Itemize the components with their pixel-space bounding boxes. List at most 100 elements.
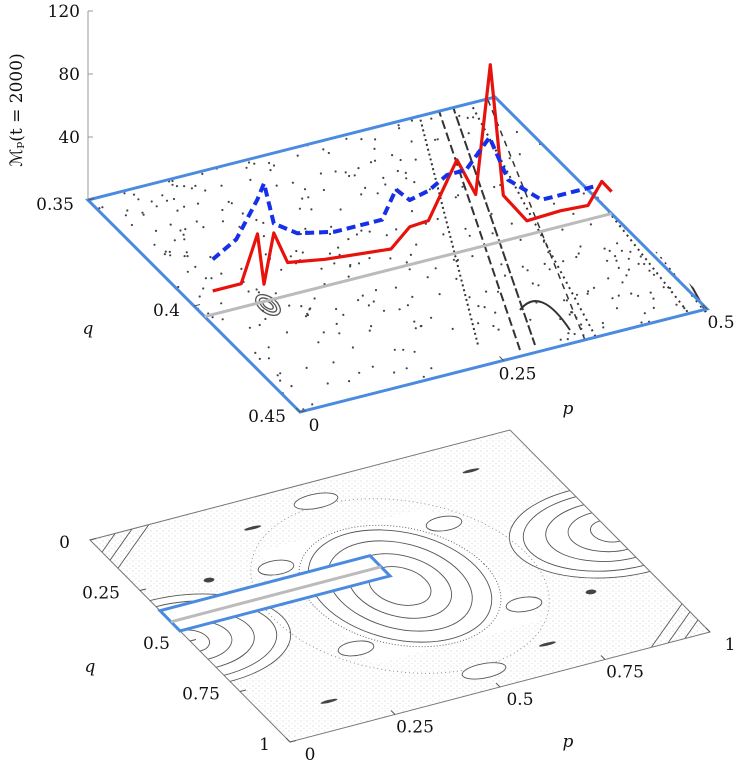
section-point <box>328 252 332 255</box>
section-point <box>410 119 413 122</box>
section-point <box>351 346 354 349</box>
section-point <box>683 307 686 310</box>
section-point <box>592 286 596 289</box>
section-point <box>458 114 461 117</box>
section-point <box>150 200 153 203</box>
section-point <box>413 350 416 353</box>
section-point <box>452 258 455 261</box>
section-point <box>204 277 207 280</box>
section-point <box>230 202 233 205</box>
section-point <box>434 267 437 270</box>
y-tick <box>189 639 197 642</box>
section-point <box>220 302 223 305</box>
y-tick-label: 0.4 <box>153 301 180 321</box>
section-point <box>272 164 276 167</box>
section-point <box>515 130 519 134</box>
section-point <box>364 186 367 189</box>
plane-outline <box>85 95 710 414</box>
section-point <box>348 174 351 178</box>
section-point <box>426 276 429 279</box>
section-point <box>519 238 522 241</box>
section-point <box>389 257 392 260</box>
section-point <box>548 268 551 271</box>
section-point <box>442 233 445 236</box>
section-point <box>186 270 189 273</box>
section-point <box>485 290 488 293</box>
x-tick-label: 0 <box>309 416 320 436</box>
section-point <box>337 246 340 249</box>
section-point <box>404 171 407 174</box>
section-point <box>376 192 379 195</box>
section-point <box>414 158 417 161</box>
section-point <box>319 172 322 175</box>
section-point <box>422 375 425 378</box>
z-tick-label: 40 <box>58 128 80 148</box>
section-point <box>173 239 176 242</box>
section-point <box>410 210 414 213</box>
section-point <box>572 212 575 215</box>
section-point <box>472 116 475 119</box>
x-tick-label: 0.75 <box>606 663 644 683</box>
section-point <box>648 269 651 272</box>
section-point <box>182 233 185 236</box>
section-point <box>247 290 250 293</box>
section-point <box>288 304 291 307</box>
section-point <box>643 262 646 266</box>
section-point <box>311 403 314 406</box>
section-point <box>153 243 156 246</box>
section-point <box>615 307 619 310</box>
section-point <box>552 202 556 205</box>
section-point <box>330 225 333 228</box>
section-point <box>183 255 186 258</box>
section-point <box>398 308 401 311</box>
section-point <box>368 230 371 233</box>
section-point <box>455 277 458 280</box>
section-point <box>123 192 126 195</box>
section-point <box>537 284 540 287</box>
x-tick <box>600 655 606 660</box>
section-point <box>652 273 656 276</box>
section-point <box>258 357 261 360</box>
section-point <box>190 187 193 190</box>
x-tick <box>705 627 711 633</box>
section-point <box>562 260 565 263</box>
section-point <box>589 223 593 226</box>
section-point <box>338 332 341 335</box>
section-point <box>255 218 258 222</box>
y-tick <box>89 538 97 541</box>
section-point <box>579 245 582 248</box>
section-point <box>154 229 158 232</box>
section-point <box>413 181 416 184</box>
section-point <box>353 174 356 177</box>
section-point <box>254 351 257 354</box>
section-point <box>373 147 376 150</box>
section-point <box>567 332 570 335</box>
section-point <box>374 138 377 141</box>
section-point <box>430 367 433 370</box>
section-point <box>357 262 361 265</box>
section-point <box>568 313 571 316</box>
section-point <box>575 316 578 319</box>
section-point <box>175 185 179 188</box>
section-point <box>627 268 631 271</box>
section-point <box>413 320 416 323</box>
section-point <box>299 232 302 236</box>
section-point <box>405 367 408 370</box>
x-tick-label: 0.5 <box>707 313 734 333</box>
section-point <box>291 181 294 184</box>
section-point <box>295 249 298 253</box>
section-point <box>374 289 378 292</box>
section-point <box>221 208 224 212</box>
section-point <box>344 171 347 174</box>
x-axis-label: p <box>563 732 574 752</box>
section-point <box>171 179 174 183</box>
section-point <box>169 223 172 226</box>
section-point <box>393 371 396 374</box>
section-point <box>508 157 511 160</box>
section-point <box>563 299 566 302</box>
x-tick-label: 0 <box>305 745 316 765</box>
section-point <box>220 184 223 187</box>
section-point <box>500 263 503 266</box>
section-point <box>280 268 283 271</box>
y-tick <box>299 410 307 413</box>
